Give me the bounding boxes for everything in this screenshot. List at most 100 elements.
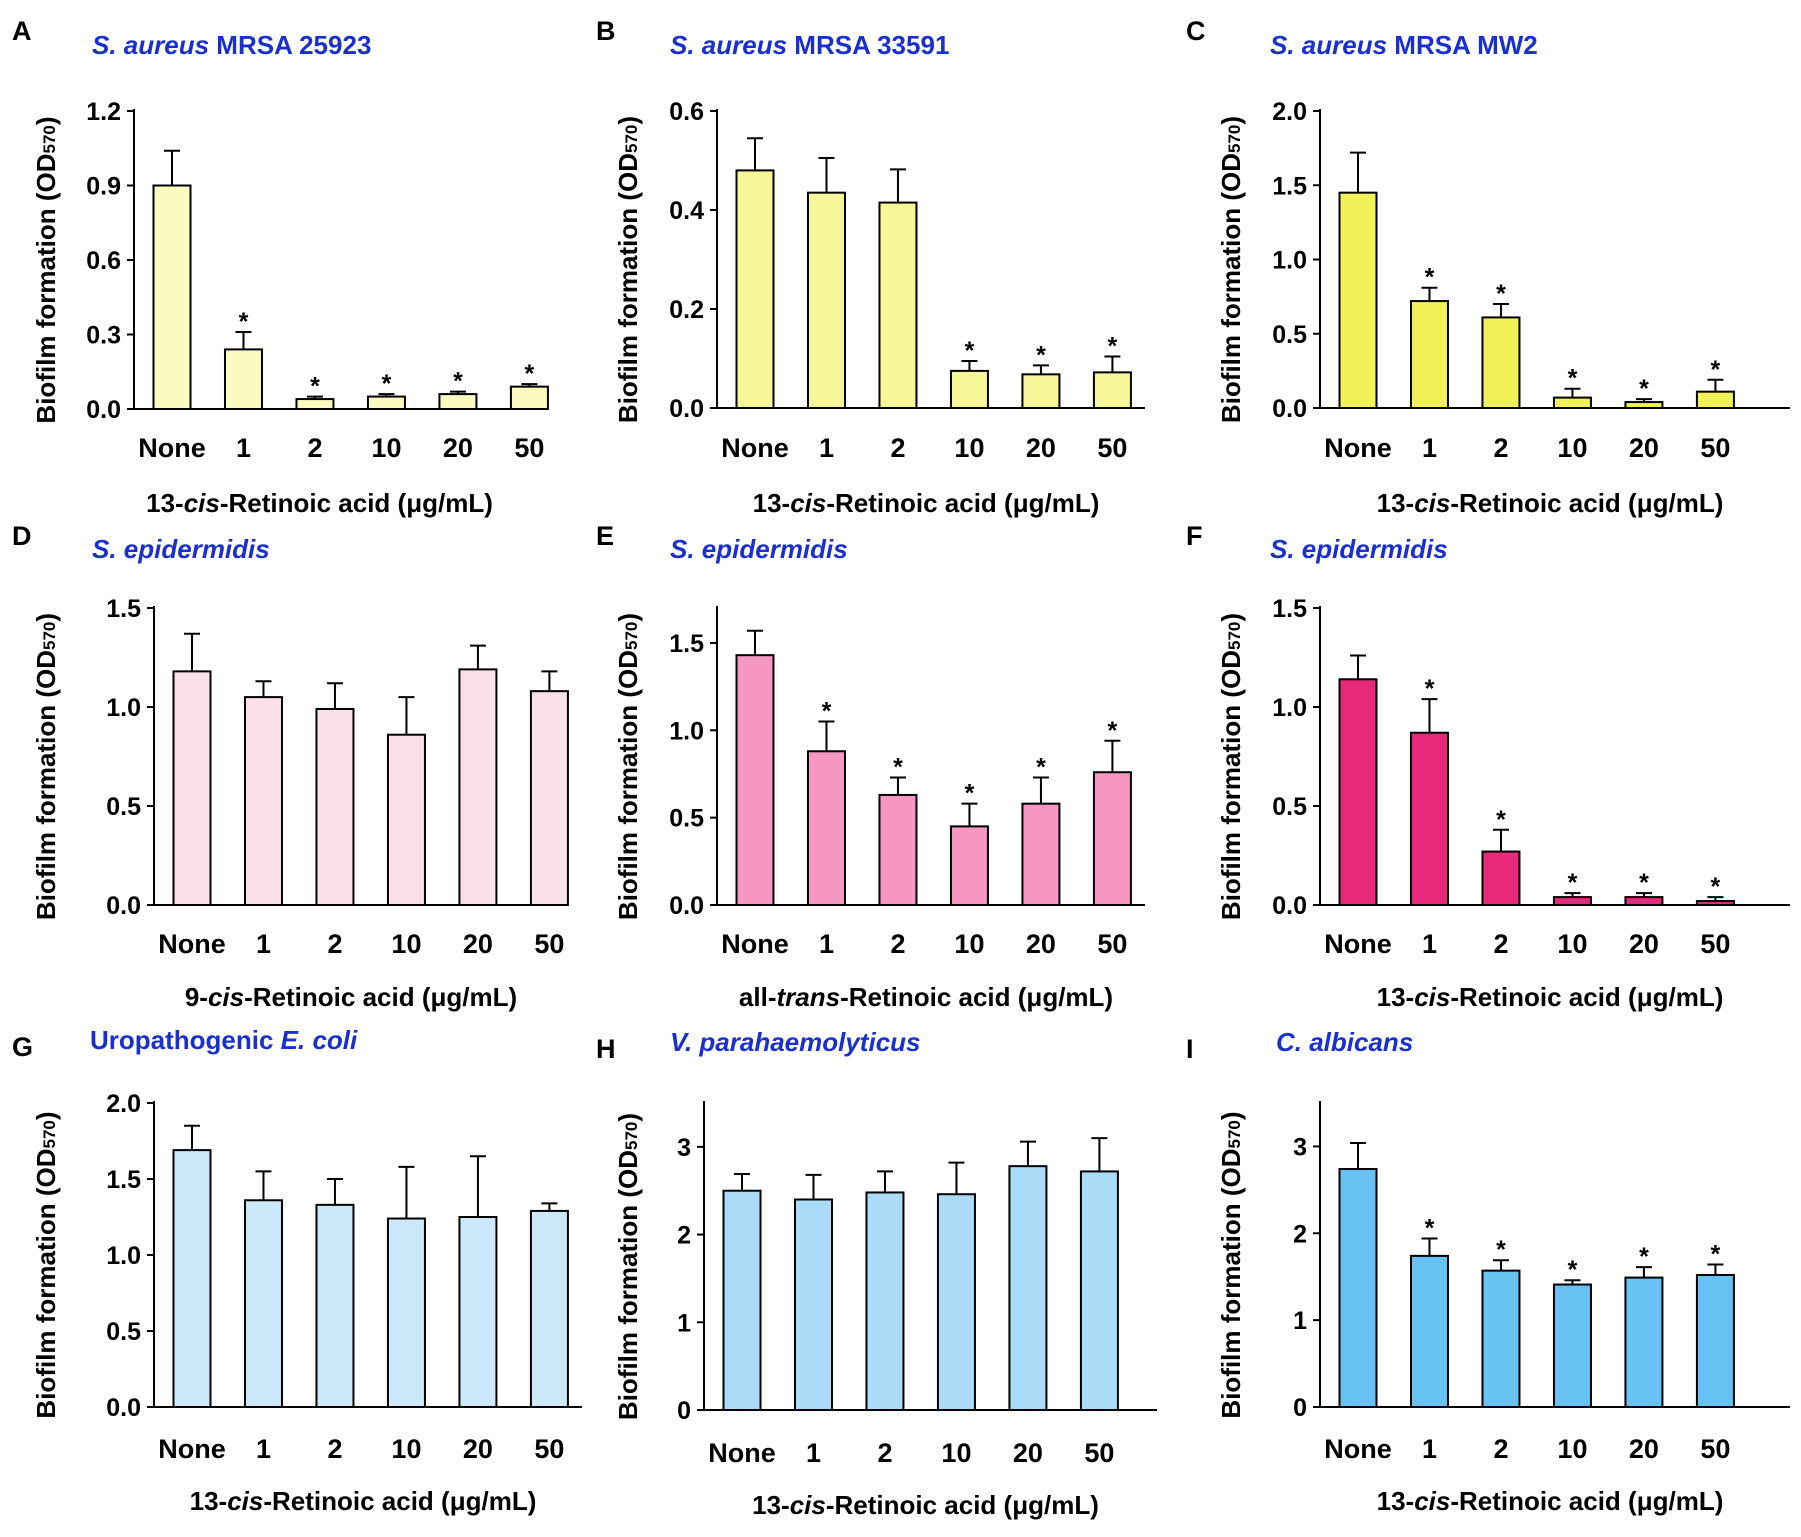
x-tick-label: 20 (443, 433, 473, 463)
panel-a: A S. aureus MRSA 25923 Biofilm formation (… (12, 16, 549, 518)
x-tick-label: 20 (463, 1434, 493, 1464)
y-tick-label: 0.0 (106, 1394, 141, 1422)
x-tick-label: None (721, 433, 789, 463)
bar (1624, 1276, 1664, 1409)
error-bar (889, 168, 906, 203)
y-tick-label: 1.5 (106, 595, 141, 623)
x-tick-label: 2 (890, 929, 905, 959)
y-tick-label: 0.0 (1272, 892, 1307, 920)
panel-letter: E (596, 521, 614, 551)
error-bar (469, 1155, 486, 1217)
bar (366, 395, 406, 411)
panel-letter: D (12, 521, 32, 551)
significance-marker: * (1425, 675, 1435, 703)
x-tick-label: 20 (1013, 1438, 1043, 1468)
error-bar (818, 157, 835, 193)
panel-e: E S. epidermidis Biofilm formation (OD570)… (596, 521, 1145, 1012)
error-bar (398, 696, 415, 735)
significance-marker: * (1108, 333, 1118, 361)
bar (1481, 1269, 1521, 1408)
x-tick-label: 50 (1097, 929, 1127, 959)
error-bar (1635, 398, 1652, 403)
y-axis-label: Biofilm formation (OD570) (1216, 116, 1246, 423)
significance-marker: * (310, 373, 320, 401)
bar (1021, 373, 1061, 409)
bar (1695, 390, 1735, 410)
y-tick-label: 1.5 (1272, 595, 1307, 623)
significance-marker: * (1711, 356, 1721, 384)
bar (1338, 191, 1378, 409)
error-bar (326, 1178, 343, 1205)
error-bar (746, 629, 763, 656)
error-bar (1421, 698, 1438, 733)
bar (1552, 1283, 1592, 1408)
x-tick-label: 10 (391, 929, 421, 959)
error-bar (948, 1161, 965, 1195)
error-bar (1350, 654, 1366, 680)
significance-marker: * (893, 753, 903, 781)
error-bar (1350, 151, 1366, 193)
bar (1552, 896, 1592, 907)
y-tick-label: 0.9 (86, 173, 121, 201)
error-bar (183, 1124, 200, 1151)
y-axis-label: Biofilm formation (OD570) (1216, 613, 1246, 920)
significance-marker: * (1711, 1241, 1721, 1269)
y-tick-label: 0.6 (669, 98, 704, 126)
y-tick-label: 1.5 (1272, 172, 1307, 200)
y-tick-label: 0.5 (1272, 321, 1307, 349)
x-tick-label: 50 (534, 929, 564, 959)
significance-marker: * (1496, 280, 1506, 308)
error-bar (889, 776, 906, 795)
error-bar (1091, 1137, 1108, 1172)
bar (223, 348, 263, 410)
x-tick-label: 20 (1629, 1434, 1659, 1464)
y-tick-label: 1.2 (86, 98, 121, 126)
error-bar (521, 383, 538, 387)
y-axis-label: Biofilm formation (OD570) (613, 116, 643, 423)
y-tick-label: 1.0 (669, 717, 704, 745)
bar (1695, 900, 1735, 906)
bar (438, 393, 478, 411)
significance-marker: * (1108, 717, 1118, 745)
x-tick-label: 50 (1084, 1438, 1114, 1468)
error-bar (1032, 364, 1049, 375)
error-bar (1492, 828, 1509, 852)
x-axis-label: 13-cis-Retinoic acid (μg/mL) (146, 488, 493, 518)
bar (1624, 896, 1664, 907)
panel-f: F S. epidermidis Biofilm formation (OD570)… (1186, 521, 1790, 1012)
x-tick-label: 50 (1097, 433, 1127, 463)
y-tick-label: 3 (1293, 1133, 1307, 1161)
y-tick-label: 1 (677, 1309, 691, 1337)
bar (1079, 1170, 1119, 1411)
error-bar (1350, 1141, 1366, 1170)
bar (1092, 771, 1132, 906)
error-bar (183, 632, 200, 672)
error-bar (1635, 1266, 1652, 1278)
x-axis-label: 13-cis-Retinoic acid (μg/mL) (1377, 488, 1724, 518)
x-tick-label: None (1324, 433, 1392, 463)
x-tick-label: 1 (819, 433, 834, 463)
x-tick-label: 1 (236, 433, 251, 463)
error-bar (746, 137, 763, 171)
x-tick-label: 20 (1629, 433, 1659, 463)
error-bar (876, 1170, 893, 1193)
bar (735, 169, 775, 409)
panel-title: S. aureus MRSA 33591 (670, 30, 949, 60)
panel-c: C S. aureus MRSA MW2 Biofilm formation (OD… (1186, 16, 1790, 518)
panel-g: G Uropathogenic E. coli Biofilm formation … (12, 1025, 582, 1516)
x-tick-label: 1 (819, 929, 834, 959)
error-bar (255, 680, 272, 698)
x-tick-label: 10 (954, 929, 984, 959)
error-bar (1104, 739, 1121, 773)
panel-letter: G (12, 1032, 33, 1062)
bar (458, 1216, 498, 1408)
x-tick-label: 2 (877, 1438, 892, 1468)
bar (949, 825, 989, 906)
error-bar (1421, 286, 1438, 302)
y-tick-label: 1.0 (106, 694, 141, 722)
y-axis-label: Biofilm formation (OD570) (31, 116, 61, 423)
y-tick-label: 1.5 (669, 630, 704, 658)
y-tick-label: 0.0 (1272, 395, 1307, 423)
y-tick-label: 0 (1293, 1394, 1307, 1422)
y-tick-label: 2 (1293, 1220, 1307, 1248)
